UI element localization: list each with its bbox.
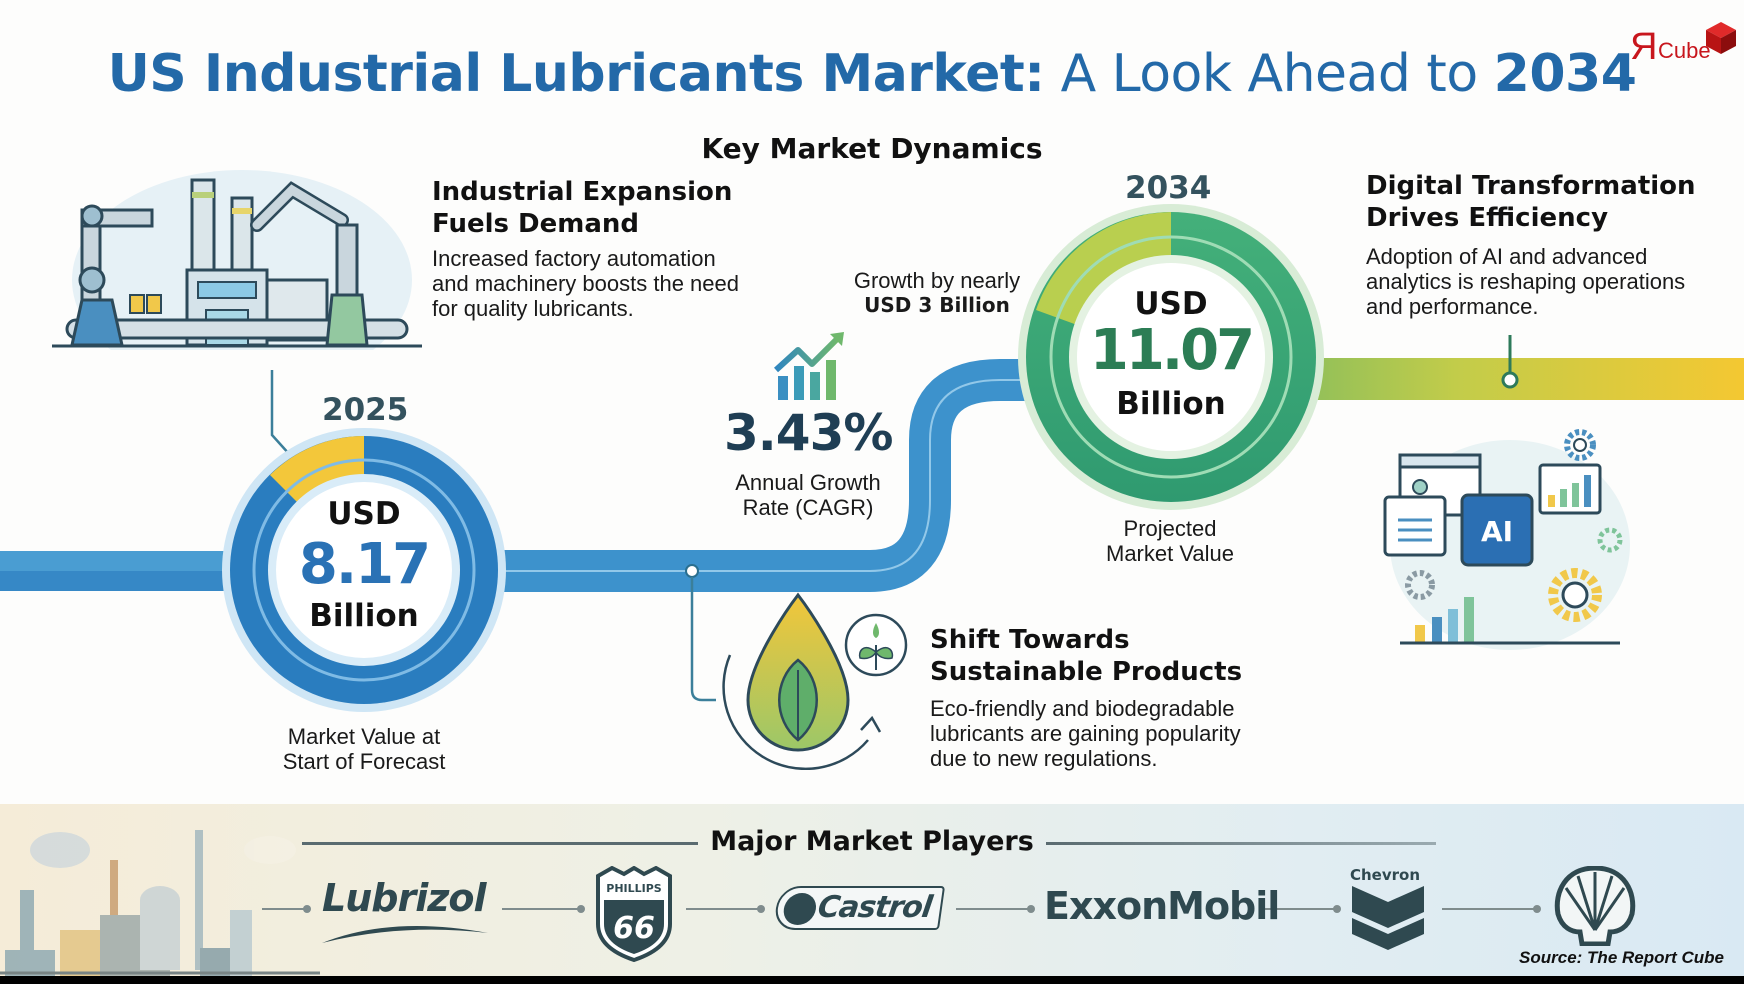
industrial-expansion-title: Industrial Expansion Fuels Demand	[432, 177, 733, 239]
bottom-black-bar	[0, 976, 1744, 984]
ai-chip-icon: AI	[1380, 425, 1640, 655]
end-caption: Projected Market Value	[1106, 516, 1234, 566]
sustainable-body: Eco-friendly and biodegradable lubricant…	[930, 696, 1241, 771]
logo-cube-text: Cube	[1658, 38, 1711, 63]
start-currency: USD	[327, 496, 401, 532]
connector	[262, 905, 311, 913]
page-title: US Industrial Lubricants Market: A Look …	[107, 44, 1637, 104]
rcube-logo: R Cube	[1628, 22, 1738, 72]
start-caption: Market Value at Start of Forecast	[282, 724, 446, 774]
cagr-label: Annual Growth Rate (CAGR)	[735, 470, 881, 520]
connector	[502, 905, 585, 913]
cube-icon	[1706, 22, 1736, 54]
connector	[956, 905, 1035, 913]
brand-lubrizol: Lubrizol	[322, 876, 486, 920]
players-title: Major Market Players	[710, 826, 1034, 857]
digital-transformation-title: Digital Transformation Drives Efficiency	[1366, 171, 1696, 233]
brand-castrol: Castrol	[772, 886, 946, 930]
connector	[1262, 905, 1341, 913]
growth-path	[0, 204, 1744, 712]
end-amount: 11.07	[1089, 318, 1255, 383]
end-year: 2034	[1125, 170, 1212, 206]
chevron-logo-icon	[1352, 886, 1424, 950]
refinery-skyline-icon	[0, 830, 320, 976]
end-unit: Billion	[1116, 386, 1226, 422]
castrol-emblem-icon	[781, 893, 819, 925]
oil-drop-leaf-icon	[722, 592, 908, 770]
svg-text:AI: AI	[1481, 515, 1513, 548]
factory-robot-arms-icon	[52, 170, 422, 350]
sustainable-title: Shift Towards Sustainable Products	[930, 625, 1243, 687]
brand-exxonmobil: ExxonMobil	[1044, 884, 1280, 928]
start-unit: Billion	[309, 598, 419, 634]
svg-text:PHILLIPS: PHILLIPS	[606, 882, 662, 895]
players-divider-right	[1046, 842, 1436, 845]
start-amount: 8.17	[298, 532, 431, 597]
digital-transformation-body: Adoption of AI and advanced analytics is…	[1366, 244, 1686, 319]
key-dynamics-heading: Key Market Dynamics	[701, 132, 1043, 165]
svg-text:66: 66	[613, 911, 655, 946]
brand-chevron: Chevron	[1350, 866, 1421, 884]
connector	[1442, 905, 1541, 913]
connector	[686, 905, 765, 913]
lubrizol-swoosh-icon	[322, 925, 488, 943]
players-divider-left	[302, 842, 698, 845]
phillips66-shield-icon: PHILLIPS 66	[596, 866, 672, 962]
cagr-value: 3.43%	[724, 404, 893, 462]
start-year: 2025	[322, 392, 409, 428]
end-currency: USD	[1134, 286, 1208, 322]
source-credit: Source: The Report Cube	[1519, 948, 1724, 967]
shell-logo-icon	[1554, 866, 1636, 946]
industrial-expansion-body: Increased factory automation and machine…	[432, 246, 739, 321]
growth-label: Growth by nearly USD 3 Billion	[853, 268, 1021, 317]
trend-chart-icon	[774, 332, 844, 400]
